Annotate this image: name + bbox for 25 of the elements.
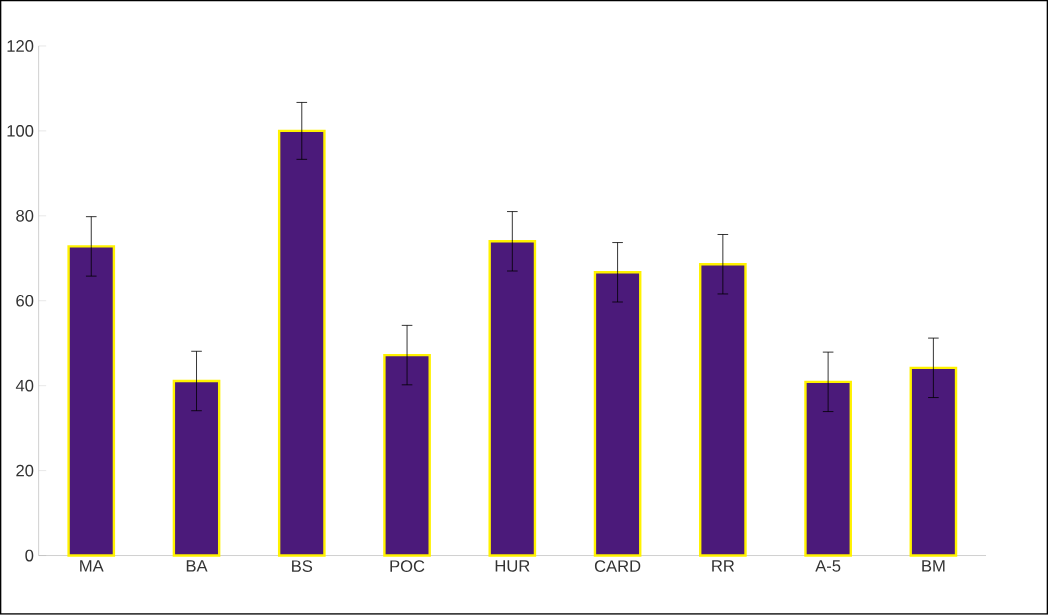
- bar: [593, 271, 642, 557]
- y-tick-label: 0: [25, 549, 34, 562]
- bar: [172, 379, 221, 557]
- bar: [699, 263, 747, 557]
- x-tick-label: BM: [922, 560, 945, 572]
- bar: [488, 240, 537, 557]
- bar: [804, 380, 852, 557]
- y-tick-label: 120: [7, 40, 34, 52]
- y-tick-label: 20: [16, 464, 34, 477]
- bar: [67, 245, 116, 557]
- x-tick-label: BA: [186, 560, 208, 572]
- x-tick-label: POC: [390, 560, 425, 573]
- x-tick-label: A-5: [815, 560, 841, 572]
- x-tick-label: HUR: [495, 560, 530, 572]
- x-tick-label: CARD: [594, 560, 641, 573]
- y-tick-label: 100: [7, 125, 34, 137]
- x-tick-label: BS: [292, 560, 313, 573]
- y-tick-label: 40: [15, 379, 34, 392]
- x-tick-label: MA: [80, 560, 104, 572]
- bar: [277, 129, 326, 557]
- x-tick-label: RR: [712, 560, 735, 572]
- y-tick-label: 80: [16, 210, 34, 222]
- bar: [909, 366, 958, 557]
- y-tick-label: 60: [16, 295, 34, 307]
- bar: [383, 354, 431, 557]
